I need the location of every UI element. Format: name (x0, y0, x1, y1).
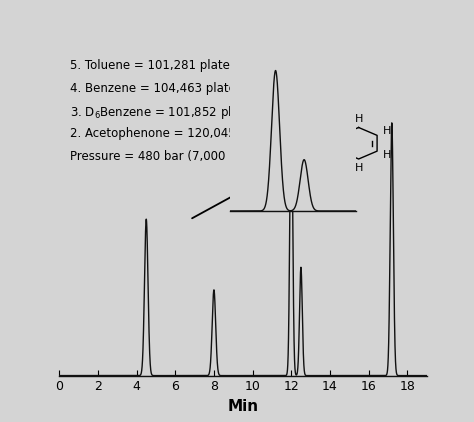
Text: D: D (247, 84, 255, 94)
Text: H: H (355, 162, 363, 173)
Text: D: D (275, 120, 284, 130)
Text: Pressure = 480 bar (7,000 psi): Pressure = 480 bar (7,000 psi) (70, 150, 251, 163)
Text: H: H (355, 114, 363, 124)
Text: H: H (326, 126, 334, 136)
Text: H: H (383, 151, 392, 160)
Text: 3. D$_6$Benzene = 101,852 plates: 3. D$_6$Benzene = 101,852 plates (70, 104, 258, 121)
Text: D: D (304, 84, 312, 94)
Text: D: D (304, 108, 312, 118)
Text: D: D (275, 72, 284, 81)
Text: D: D (247, 108, 255, 118)
Text: H: H (326, 151, 334, 160)
Text: 4. Benzene = 104,463 plates: 4. Benzene = 104,463 plates (70, 81, 242, 95)
Text: 2. Acetophenone = 120,045 plates: 2. Acetophenone = 120,045 plates (70, 127, 276, 140)
X-axis label: Min: Min (228, 399, 258, 414)
Text: H: H (383, 126, 392, 136)
Text: 5. Toluene = 101,281 plates: 5. Toluene = 101,281 plates (70, 59, 236, 72)
